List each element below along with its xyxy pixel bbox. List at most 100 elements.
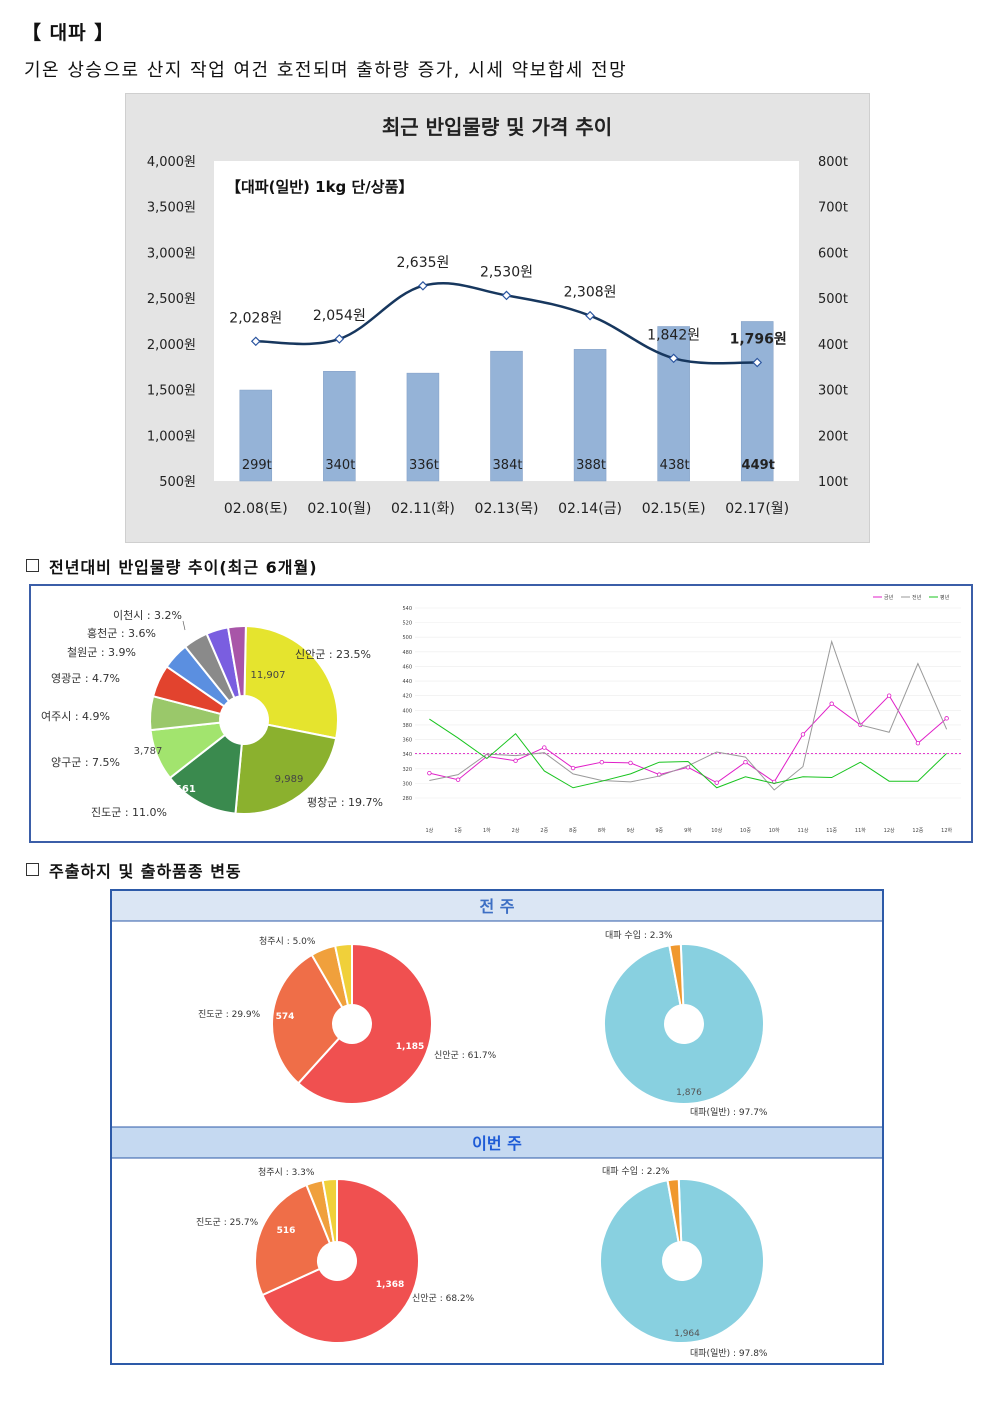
yoy-y-tick: 380 bbox=[402, 723, 412, 729]
yoy-y-tick: 360 bbox=[402, 738, 412, 744]
pie-slice bbox=[261, 1177, 420, 1344]
yoy-panel: 신안군 : 23.5% 평창군 : 19.7% 진도군 : 11.0% 양구군 : 7… bbox=[29, 584, 973, 843]
yoy-y-tick: 540 bbox=[402, 606, 412, 612]
prev-week-header-bg bbox=[112, 891, 882, 921]
x-tick-label: 02.11(화) bbox=[391, 501, 455, 517]
pie-label: 대파(일반) : 97.8% bbox=[690, 1348, 768, 1359]
yoy-series-line bbox=[429, 718, 947, 789]
volume-bar bbox=[740, 321, 774, 482]
pie-value: 11,907 bbox=[251, 670, 286, 681]
yoy-y-tick: 480 bbox=[402, 650, 412, 656]
yoy-point bbox=[743, 759, 748, 765]
yoy-y-tick: 520 bbox=[402, 621, 412, 627]
yoy-point bbox=[944, 716, 949, 721]
yoy-x-tick: 10상 bbox=[711, 827, 722, 834]
yoy-x-tick: 1중 bbox=[454, 828, 462, 834]
yoy-x-tick: 9중 bbox=[655, 828, 663, 834]
pie-label: 평창군 : 19.7% bbox=[307, 796, 383, 809]
yoy-x-tick: 8하 bbox=[598, 827, 606, 834]
yoy-x-tick: 12하 bbox=[941, 827, 952, 834]
yoy-x-tick: 11상 bbox=[797, 827, 808, 834]
pie-slice bbox=[243, 624, 339, 740]
yoy-panel-svg: 신안군 : 23.5% 평창군 : 19.7% 진도군 : 11.0% 양구군 : 7… bbox=[41, 594, 961, 834]
yoy-y-tick: 280 bbox=[402, 796, 412, 802]
yoy-legend-label: 금년 bbox=[884, 594, 894, 601]
pie-label: 이천시 : 3.2% bbox=[113, 608, 182, 622]
chart-title: 최근 반입물량 및 가격 추이 bbox=[382, 115, 612, 139]
section-origin-title: 주출하지 및 출하품종 변동 bbox=[49, 862, 242, 881]
price-point bbox=[668, 353, 679, 364]
pie-slice bbox=[296, 942, 433, 1105]
pie-slice bbox=[168, 733, 243, 815]
yoy-x-tick: 12중 bbox=[912, 828, 923, 834]
price-label: 2,054원 bbox=[313, 308, 366, 324]
price-label: 2,308원 bbox=[564, 285, 617, 301]
volume-label: 384t bbox=[493, 458, 523, 473]
yoy-series-line bbox=[429, 694, 947, 784]
price-point bbox=[752, 357, 763, 368]
pie-label: 양구군 : 7.5% bbox=[51, 756, 120, 769]
volume-bar bbox=[657, 326, 690, 482]
yoy-y-tick: 340 bbox=[402, 752, 412, 758]
pie-slice bbox=[254, 1183, 332, 1297]
pie-slice bbox=[603, 943, 765, 1105]
section-yoy-volume: 전년대비 반입물량 추이(최근 6개월) bbox=[26, 554, 318, 578]
pie-value: 1,368 bbox=[376, 1280, 404, 1290]
price-label: 2,530원 bbox=[480, 264, 533, 280]
pie-label: 청주시 : 5.0% bbox=[259, 936, 316, 947]
left-axis-tick: 3,000원 bbox=[147, 246, 196, 261]
origin-change-svg: 전 주이번 주 신안군 : 61.7% 진도군 : 29.9% 청주시 : 5.0% 1… bbox=[112, 891, 882, 1359]
right-axis-tick: 400t bbox=[818, 338, 848, 353]
left-axis-tick: 1,000원 bbox=[147, 429, 196, 444]
pie-label: 홍천군 : 3.6% bbox=[87, 626, 156, 640]
yoy-x-tick: 10하 bbox=[769, 827, 780, 834]
pie-label: 대파(일반) : 97.7% bbox=[690, 1107, 768, 1118]
left-axis-tick: 2,500원 bbox=[147, 292, 196, 307]
volume-bar bbox=[406, 372, 440, 482]
right-axis-tick: 700t bbox=[818, 201, 848, 216]
pie-slice bbox=[271, 953, 344, 1085]
pie-label: 진도군 : 29.9% bbox=[198, 1009, 261, 1020]
section-origin-change: 주출하지 및 출하품종 변동 bbox=[26, 858, 242, 882]
pie-slice bbox=[321, 1177, 338, 1244]
yoy-y-tick: 500 bbox=[402, 635, 412, 641]
yoy-x-tick: 11중 bbox=[826, 828, 837, 834]
pie-label: 영광군 : 4.7% bbox=[51, 672, 120, 685]
yoy-legend-label: 전년 bbox=[912, 594, 922, 601]
right-axis-tick: 600t bbox=[818, 246, 848, 261]
pie-label: 대파 수입 : 2.2% bbox=[602, 1165, 670, 1177]
price-point bbox=[585, 310, 595, 321]
yoy-point bbox=[886, 693, 892, 698]
yoy-point bbox=[829, 701, 834, 706]
price-label: 1,842원 bbox=[647, 327, 700, 343]
pie-value: 1,964 bbox=[674, 1329, 700, 1339]
yoy-y-tick: 440 bbox=[402, 679, 412, 685]
yoy-point bbox=[542, 745, 547, 750]
price-point bbox=[501, 290, 512, 301]
yoy-y-tick: 460 bbox=[402, 664, 412, 670]
yoy-legend-label: 평년 bbox=[940, 594, 950, 601]
checkbox-square-icon bbox=[26, 863, 39, 876]
yoy-x-tick: 1하 bbox=[483, 827, 491, 834]
prev-week-label: 전 주 bbox=[479, 897, 514, 916]
pie-label: 청주시 : 3.3% bbox=[258, 1167, 315, 1178]
yoy-x-tick: 11하 bbox=[855, 827, 866, 834]
right-axis-tick: 200t bbox=[818, 429, 848, 444]
volume-label: 340t bbox=[325, 458, 355, 473]
x-tick-label: 02.17(월) bbox=[725, 501, 789, 517]
yoy-point bbox=[455, 777, 461, 782]
volume-bar bbox=[323, 371, 356, 482]
x-tick-label: 02.13(목) bbox=[475, 501, 539, 517]
pie-value: 9,989 bbox=[275, 774, 304, 785]
yoy-x-tick: 1상 bbox=[425, 827, 433, 834]
pie-slice bbox=[599, 1178, 765, 1344]
chart-subtitle: 【대파(일반) 1kg 단/상품】 bbox=[226, 178, 413, 196]
pie-value: 1,185 bbox=[396, 1042, 424, 1052]
left-axis-tick: 3,500원 bbox=[147, 201, 196, 216]
pie-label: 여주시 : 4.9% bbox=[41, 710, 110, 723]
origin-change-panel: 전 주 이번 주 신안군 : 61.7% 진도군 : 29.9% 청주시 : 5.0% 1… bbox=[110, 889, 884, 1365]
pie-value: 3,787 bbox=[134, 746, 163, 757]
volume-label: 299t bbox=[242, 458, 272, 473]
right-axis-tick: 300t bbox=[818, 384, 848, 399]
product-header: 【 대파 】 bbox=[22, 22, 115, 44]
